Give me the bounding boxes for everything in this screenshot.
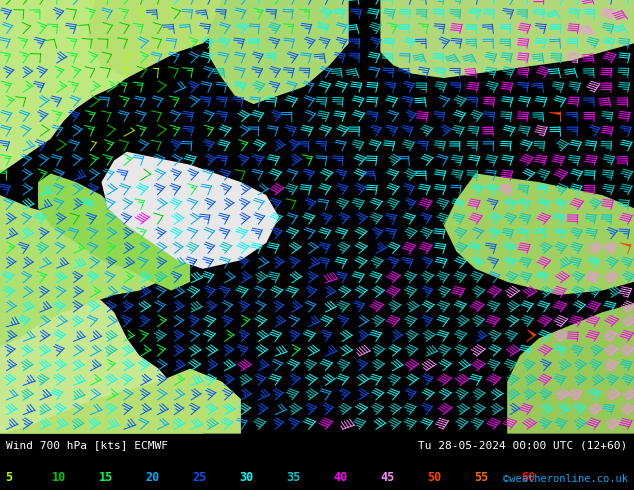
Text: Wind 700 hPa [kts] ECMWF: Wind 700 hPa [kts] ECMWF [6, 441, 169, 450]
Text: 5: 5 [5, 471, 12, 484]
Polygon shape [0, 0, 203, 173]
Polygon shape [209, 0, 349, 104]
Text: 55: 55 [474, 471, 488, 484]
Polygon shape [0, 0, 203, 434]
Text: 25: 25 [193, 471, 207, 484]
Text: 20: 20 [146, 471, 160, 484]
Polygon shape [0, 0, 63, 96]
Text: 60: 60 [521, 471, 535, 484]
Text: 10: 10 [52, 471, 66, 484]
Polygon shape [620, 243, 631, 246]
Polygon shape [38, 173, 190, 291]
Polygon shape [380, 0, 634, 78]
Polygon shape [549, 113, 560, 115]
Polygon shape [527, 329, 536, 336]
Polygon shape [0, 130, 158, 347]
Text: 35: 35 [287, 471, 301, 484]
Text: Tu 28-05-2024 00:00 UTC (12+60): Tu 28-05-2024 00:00 UTC (12+60) [418, 441, 628, 450]
Text: ©weatheronline.co.uk: ©weatheronline.co.uk [503, 474, 628, 484]
Polygon shape [101, 152, 279, 269]
Text: 40: 40 [333, 471, 347, 484]
Polygon shape [0, 368, 241, 434]
Text: 30: 30 [240, 471, 254, 484]
Text: 50: 50 [427, 471, 441, 484]
Polygon shape [444, 173, 634, 295]
Text: 15: 15 [99, 471, 113, 484]
Polygon shape [89, 0, 241, 78]
Text: 45: 45 [380, 471, 394, 484]
Polygon shape [507, 304, 634, 434]
